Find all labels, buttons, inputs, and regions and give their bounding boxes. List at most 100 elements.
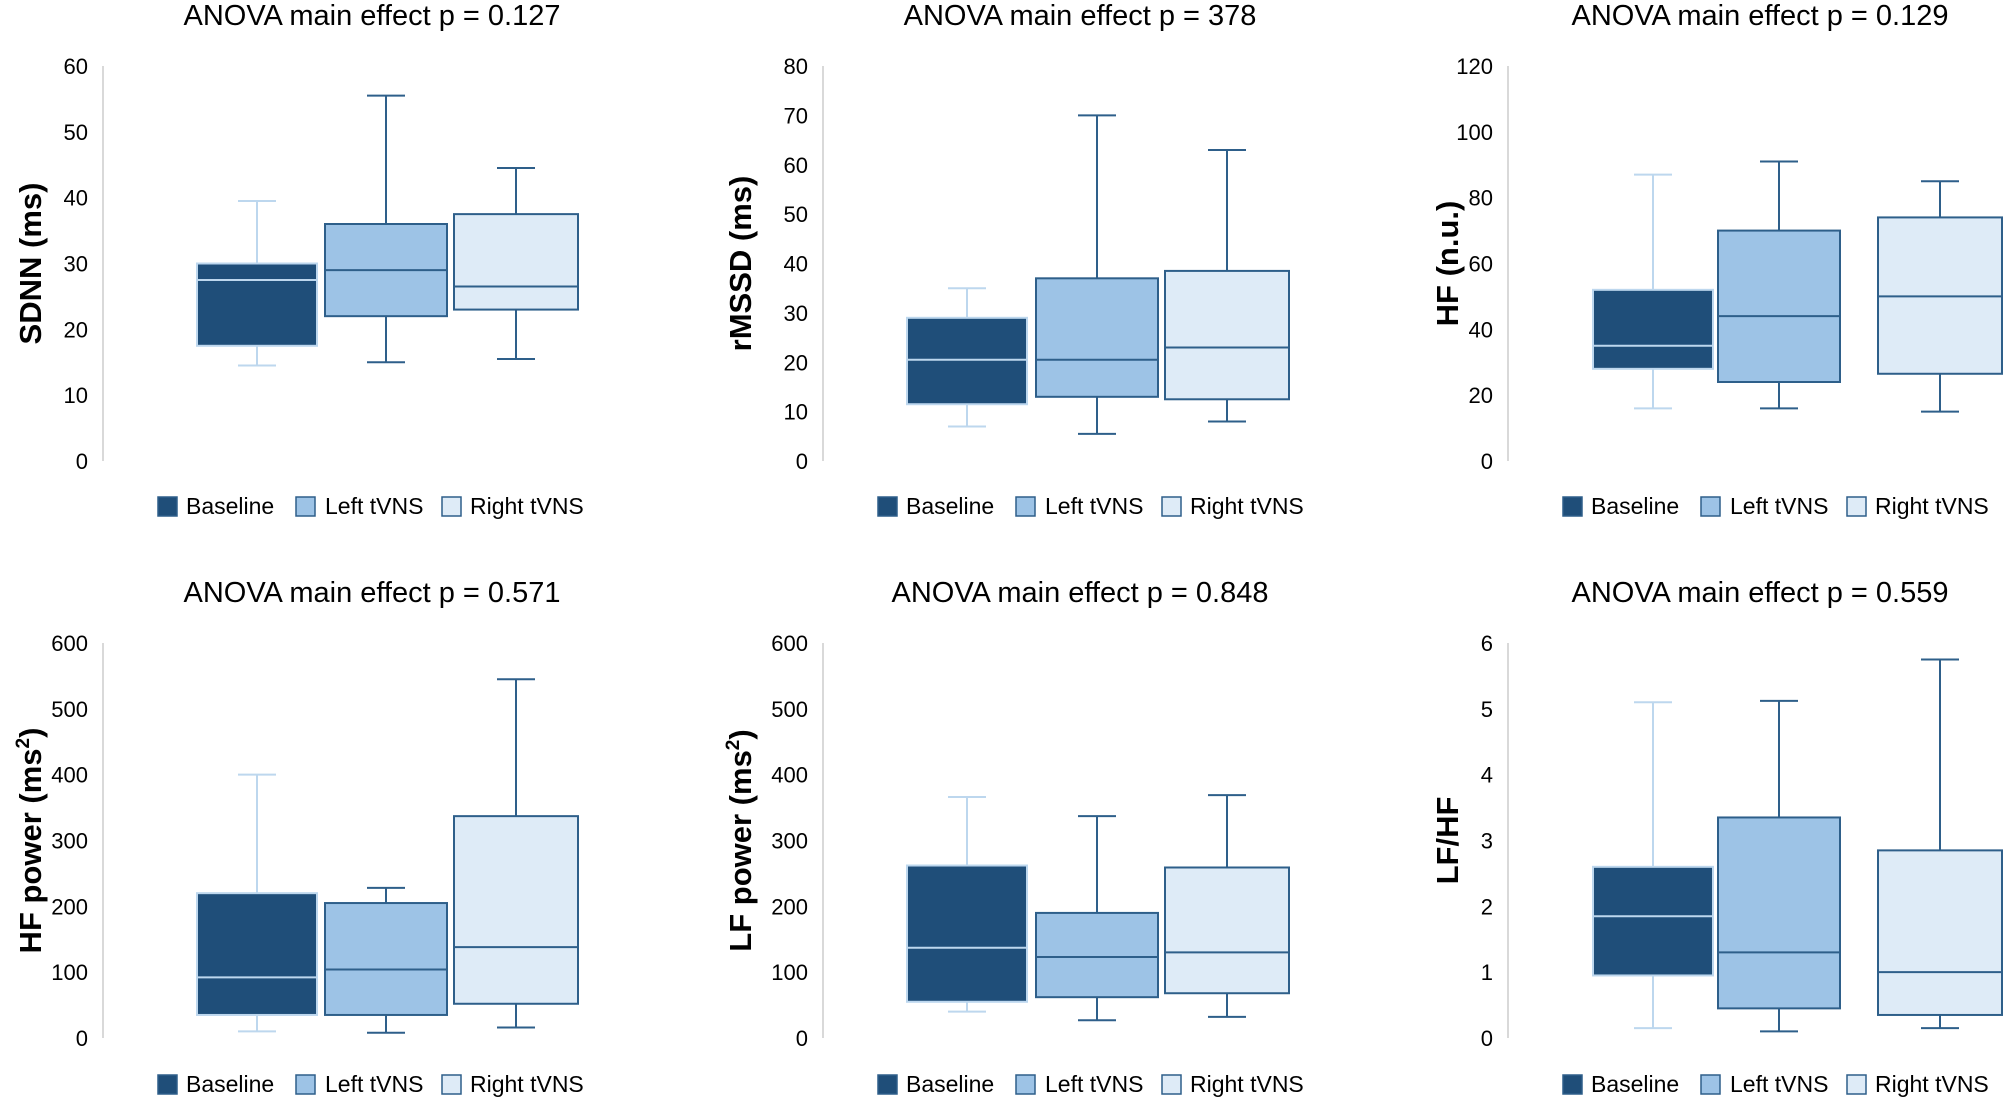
box-iqr xyxy=(1717,816,1841,1010)
y-tick-label: 200 xyxy=(51,894,88,919)
legend-swatch xyxy=(441,1074,462,1095)
legend-label: Right tVNS xyxy=(1875,1071,1989,1097)
y-tick-label: 300 xyxy=(51,829,88,854)
y-tick-label: 6 xyxy=(1481,631,1493,656)
legend-swatch xyxy=(1562,496,1583,517)
box-right-tvns xyxy=(453,678,579,1029)
box-baseline xyxy=(906,796,1028,1013)
box-right-tvns xyxy=(1877,658,2003,1030)
y-tick-label: 300 xyxy=(771,829,808,854)
y-tick-label: 40 xyxy=(64,186,88,211)
box-iqr xyxy=(1164,866,1290,995)
y-axis-label: HF power (ms2) xyxy=(13,728,48,954)
legend: Baseline Left tVNS Right tVNS xyxy=(877,1071,1304,1097)
chart-panel-3: ANOVA main effect p = 0.129 HF (n.u.) 0 20 4… xyxy=(1430,0,2003,519)
legend: Baseline Left tVNS Right tVNS xyxy=(1562,493,1989,519)
box-iqr xyxy=(1164,269,1290,401)
legend-label: Right tVNS xyxy=(1190,1071,1304,1097)
chart-panel-2: ANOVA main effect p = 378 rMSSD (ms) 0 10 20… xyxy=(723,0,1304,519)
legend-label: Left tVNS xyxy=(1730,1071,1828,1097)
y-tick-label: 20 xyxy=(64,317,88,342)
y-tick-label: 2 xyxy=(1481,894,1493,919)
legend-label: Left tVNS xyxy=(325,1071,423,1097)
legend-swatch xyxy=(1015,496,1036,517)
y-tick-label: 80 xyxy=(1469,186,1493,211)
legend-swatch xyxy=(877,496,898,517)
legend-swatch xyxy=(1700,1074,1721,1095)
box-iqr xyxy=(1035,277,1159,398)
box-iqr xyxy=(324,902,448,1016)
y-tick-label: 70 xyxy=(784,103,808,128)
y-axis-label-text: LF/HF xyxy=(1430,797,1465,885)
box-iqr xyxy=(1035,911,1159,999)
chart-panel-1: ANOVA main effect p = 0.127 SDNN (ms) 0 10 2… xyxy=(13,0,584,519)
legend-label: Left tVNS xyxy=(1045,1071,1143,1097)
y-axis-label-text: SDNN (ms) xyxy=(13,183,48,345)
y-tick-label: 100 xyxy=(1456,120,1493,145)
y-tick-label: 600 xyxy=(51,631,88,656)
chart-title: ANOVA main effect p = 378 xyxy=(904,0,1257,32)
y-tick-label: 100 xyxy=(771,960,808,985)
box-iqr xyxy=(1592,288,1714,370)
box-left-tvns xyxy=(1035,114,1159,435)
y-tick-label: 30 xyxy=(784,301,808,326)
box-iqr xyxy=(1717,229,1841,383)
legend: Baseline Left tVNS Right tVNS xyxy=(157,1071,584,1097)
y-tick-label: 600 xyxy=(771,631,808,656)
chart-title: ANOVA main effect p = 0.127 xyxy=(184,0,561,32)
y-tick-label: 10 xyxy=(784,400,808,425)
legend-swatch xyxy=(1015,1074,1036,1095)
box-left-tvns xyxy=(1035,815,1159,1022)
legend: Baseline Left tVNS Right tVNS xyxy=(157,493,584,519)
box-iqr xyxy=(453,815,579,1005)
chart-panel-6: ANOVA main effect p = 0.559 LF/HF 0 1 2 3 4 5 6 B… xyxy=(1430,577,2003,1097)
y-axis-label: LF power (ms2) xyxy=(723,729,758,951)
legend-swatch xyxy=(1161,1074,1182,1095)
y-tick-label: 400 xyxy=(771,763,808,788)
legend-label: Left tVNS xyxy=(1045,493,1143,519)
chart-title: ANOVA main effect p = 0.129 xyxy=(1572,0,1949,32)
y-axis-label-text: HF power (ms xyxy=(13,748,48,953)
box-iqr xyxy=(453,213,579,311)
box-iqr xyxy=(906,316,1028,406)
y-tick-label: 60 xyxy=(64,54,88,79)
y-axis-label-superscript: 2 xyxy=(13,738,34,749)
y-tick-label: 50 xyxy=(784,202,808,227)
legend-swatch xyxy=(877,1074,898,1095)
box-iqr xyxy=(1877,849,2003,1016)
y-tick-label: 0 xyxy=(796,1026,808,1051)
box-left-tvns xyxy=(1717,699,1841,1033)
box-iqr xyxy=(196,262,318,347)
y-axis-label-superscript: 2 xyxy=(723,740,744,751)
y-tick-label: 4 xyxy=(1481,763,1493,788)
legend-swatch xyxy=(157,1074,178,1095)
legend-label: Left tVNS xyxy=(1730,493,1828,519)
box-right-tvns xyxy=(1164,794,1290,1018)
y-tick-label: 0 xyxy=(76,449,88,474)
y-tick-label: 200 xyxy=(771,894,808,919)
legend-label: Baseline xyxy=(186,493,274,519)
y-tick-label: 0 xyxy=(1481,1026,1493,1051)
box-iqr xyxy=(1592,865,1714,977)
legend-swatch xyxy=(295,496,316,517)
chart-title: ANOVA main effect p = 0.848 xyxy=(892,577,1269,609)
y-tick-label: 30 xyxy=(64,252,88,277)
y-tick-label: 5 xyxy=(1481,697,1493,722)
box-left-tvns xyxy=(324,94,448,364)
legend: Baseline Left tVNS Right tVNS xyxy=(1562,1071,1989,1097)
y-axis-label: rMSSD (ms) xyxy=(723,176,758,352)
legend-label: Baseline xyxy=(906,1071,994,1097)
y-tick-label: 40 xyxy=(784,252,808,277)
legend-label: Baseline xyxy=(906,493,994,519)
y-tick-label: 50 xyxy=(64,120,88,145)
legend-swatch xyxy=(1700,496,1721,517)
legend-label: Left tVNS xyxy=(325,493,423,519)
chart-panel-4: ANOVA main effect p = 0.571 HF power (ms2… xyxy=(13,577,584,1097)
y-axis-label: LF/HF xyxy=(1430,797,1465,885)
y-axis-label-text: LF power (ms xyxy=(723,750,758,952)
legend-label: Baseline xyxy=(186,1071,274,1097)
box-baseline xyxy=(196,199,318,367)
y-axis-label-text: HF (n.u.) xyxy=(1430,201,1465,327)
legend-swatch xyxy=(441,496,462,517)
